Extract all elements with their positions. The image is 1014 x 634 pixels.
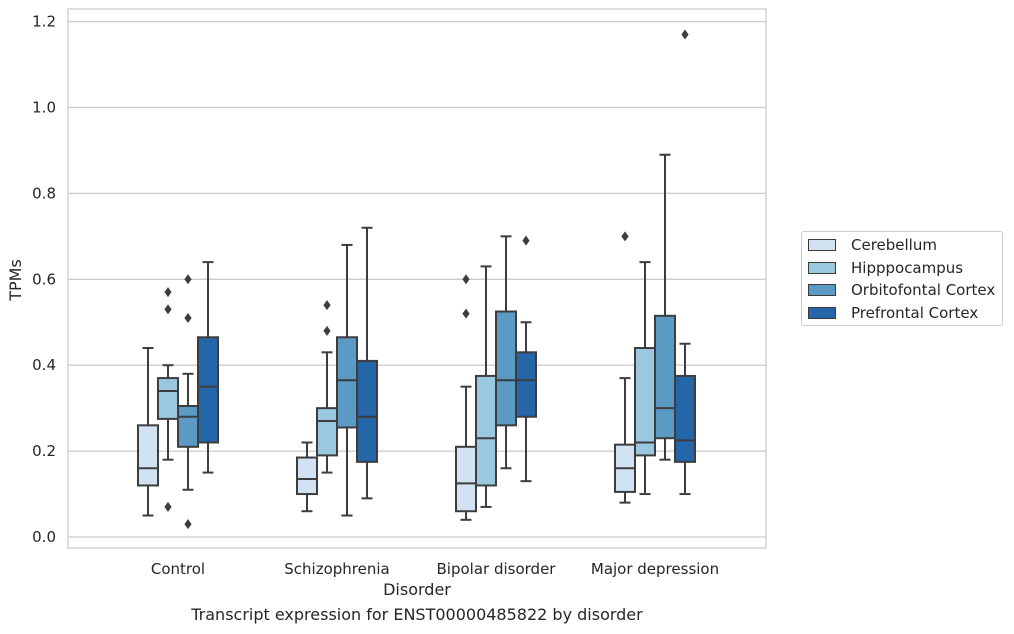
x-axis-label: Disorder — [383, 580, 451, 599]
outlier-point — [462, 274, 470, 285]
x-tick-label: Control — [151, 560, 205, 578]
iqr-box — [455, 445, 477, 513]
iqr-box — [674, 374, 696, 463]
box-1-3 — [356, 226, 378, 500]
x-tick-label: Schizophrenia — [284, 560, 389, 578]
box-1-0 — [296, 441, 318, 513]
legend-label-cerebellum: Cerebellum — [851, 236, 937, 254]
box-1-2 — [336, 243, 358, 517]
box-2-2 — [495, 235, 517, 470]
iqr-box — [296, 456, 318, 496]
plot-area-frame — [67, 8, 767, 549]
legend-swatch-orbitofrontal-cortex — [808, 284, 836, 296]
box-1-1 — [316, 300, 338, 474]
legend-item-prefrontal-cortex: Prefrontal Cortex — [808, 303, 978, 323]
box-3-0 — [614, 231, 636, 504]
outlier-point — [164, 304, 172, 315]
x-tick-label: Major depression — [591, 560, 719, 578]
box-2-1 — [475, 265, 497, 508]
y-tick-label: 0.6 — [32, 270, 56, 288]
box-3-3 — [674, 29, 696, 496]
y-axis-ticks: 0.0 0.2 0.4 0.6 0.8 1.0 1.2 — [32, 13, 56, 546]
legend: Cerebellum Hipppocampus Orbitofontal Cor… — [801, 231, 1003, 326]
y-tick-label: 0.8 — [32, 184, 56, 202]
outlier-point — [184, 274, 192, 285]
outlier-point — [621, 231, 629, 242]
iqr-box — [316, 407, 338, 457]
iqr-box — [515, 351, 537, 418]
y-axis-label: TPMs — [6, 259, 25, 302]
iqr-box — [157, 377, 179, 420]
legend-swatch-prefrontal-cortex — [808, 307, 836, 319]
legend-label-orbitofrontal-cortex: Orbitofontal Cortex — [851, 281, 996, 299]
outlier-point — [323, 325, 331, 336]
outlier-point — [462, 308, 470, 319]
legend-swatch-hippocampus — [808, 262, 836, 274]
iqr-box — [654, 314, 676, 440]
y-tick-label: 0.4 — [32, 356, 56, 374]
iqr-box — [177, 405, 199, 448]
outlier-point — [184, 312, 192, 323]
box-2-3 — [515, 235, 537, 483]
box-0-0 — [137, 347, 159, 517]
iqr-box — [475, 374, 497, 487]
outlier-point — [522, 235, 530, 246]
legend-swatch-cerebellum — [808, 239, 836, 251]
legend-label-prefrontal-cortex: Prefrontal Cortex — [851, 304, 979, 322]
outlier-point — [184, 519, 192, 530]
outlier-point — [323, 300, 331, 311]
box-plot-boxes — [137, 29, 696, 530]
legend-item-hippocampus: Hipppocampus — [808, 258, 963, 278]
y-tick-label: 0.0 — [32, 528, 56, 546]
box-0-2 — [177, 274, 199, 530]
outlier-point — [164, 501, 172, 512]
iqr-box — [634, 347, 656, 457]
x-axis-ticks: Control Schizophrenia Bipolar disorder Majo… — [151, 560, 719, 578]
outlier-point — [164, 287, 172, 298]
chart-caption: Transcript expression for ENST0000048582… — [191, 605, 643, 624]
x-tick-label: Bipolar disorder — [437, 560, 557, 578]
iqr-box — [495, 310, 517, 427]
grid-lines — [68, 20, 766, 538]
y-tick-label: 1.2 — [32, 13, 56, 31]
box-3-1 — [634, 261, 656, 496]
y-tick-label: 0.2 — [32, 442, 56, 460]
legend-label-hippocampus: Hipppocampus — [851, 259, 964, 277]
outlier-point — [681, 29, 689, 40]
box-0-3 — [197, 261, 219, 474]
iqr-box — [137, 424, 159, 487]
iqr-box — [197, 336, 219, 444]
box-3-2 — [654, 153, 676, 461]
iqr-box — [336, 336, 358, 429]
iqr-box — [356, 359, 378, 463]
box-0-1 — [157, 287, 179, 512]
y-tick-label: 1.0 — [32, 99, 56, 117]
legend-item-cerebellum: Cerebellum — [808, 235, 937, 255]
box-2-0 — [455, 274, 477, 521]
legend-item-orbitofrontal-cortex: Orbitofontal Cortex — [808, 280, 995, 300]
